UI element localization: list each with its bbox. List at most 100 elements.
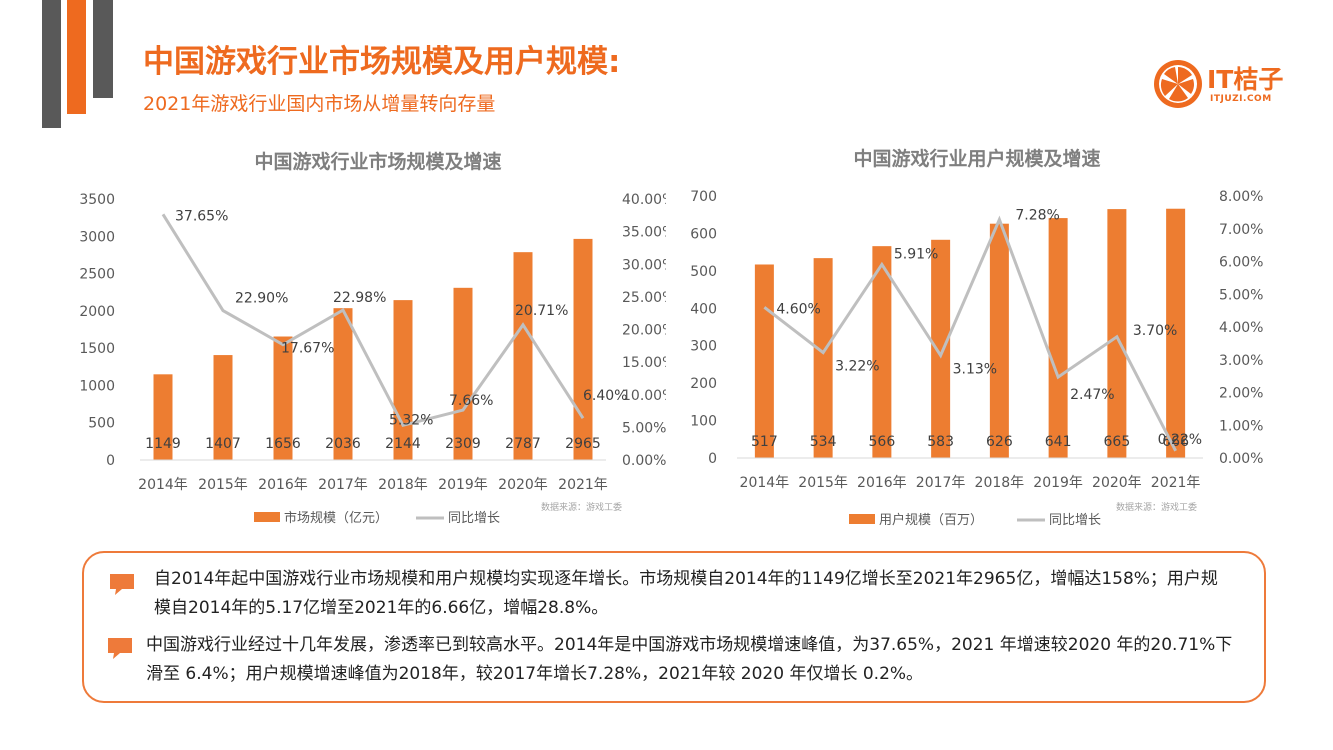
line-value-label: 20.71% — [515, 303, 568, 319]
legend-line-label: 同比增长 — [1049, 513, 1101, 528]
bar — [153, 374, 173, 460]
bar-value-label: 566 — [869, 434, 896, 450]
x-tick-label: 2020年 — [1092, 475, 1142, 491]
x-tick-label: 2014年 — [740, 475, 790, 491]
page-title: 中国游戏行业市场规模及用户规模: — [143, 44, 621, 80]
bar — [1048, 218, 1068, 458]
line-value-label: 22.98% — [333, 290, 386, 306]
y-tick-label: 700 — [690, 189, 717, 205]
bar — [333, 308, 353, 460]
line-value-label: 7.28% — [1015, 208, 1059, 224]
growth-line — [763, 215, 1177, 452]
legend-bar-swatch — [254, 512, 280, 522]
x-tick-label: 2015年 — [198, 477, 248, 493]
y2-tick-label: 5.00% — [622, 420, 666, 436]
page-subtitle: 2021年游戏行业国内市场从增量转向存量 — [143, 93, 496, 115]
y2-tick-label: 2.00% — [1219, 386, 1263, 402]
legend-line-label: 同比增长 — [448, 511, 500, 526]
x-tick-label: 2021年 — [1151, 475, 1201, 491]
line-value-label: 5.32% — [389, 412, 433, 428]
line-value-label: 37.65% — [175, 208, 228, 224]
y2-tick-label: 10.00% — [622, 388, 666, 404]
bar — [813, 258, 833, 458]
y-tick-label: 0 — [708, 451, 717, 467]
legend-bar-swatch — [849, 514, 875, 524]
logo-text: IT桔子 — [1207, 65, 1284, 94]
x-tick-label: 2019年 — [438, 477, 488, 493]
bar-value-label: 665 — [1104, 434, 1131, 450]
summary-box: 自2014年起中国游戏行业市场规模和用户规模均实现逐年增长。市场规模自2014年… — [82, 551, 1266, 703]
y-tick-label: 200 — [690, 376, 717, 392]
bar — [989, 223, 1009, 458]
x-tick-label: 2019年 — [1033, 475, 1083, 491]
bar-value-label: 517 — [751, 434, 778, 450]
y2-tick-label: 40.00% — [622, 192, 666, 208]
bar — [1166, 208, 1186, 458]
line-value-label: 7.66% — [449, 393, 493, 409]
deco-bar-dark-right — [93, 0, 113, 98]
y2-tick-label: 20.00% — [622, 323, 666, 339]
bar — [453, 287, 473, 460]
bar-value-label: 2965 — [565, 436, 601, 452]
y-tick-label: 400 — [690, 301, 717, 317]
line-value-label: 5.91% — [894, 246, 938, 262]
x-tick-label: 2017年 — [318, 477, 368, 493]
source-note: 数据来源：游戏工委 — [1116, 501, 1197, 513]
orange-slice-icon — [1154, 60, 1202, 108]
bar — [273, 336, 293, 460]
bar — [573, 238, 593, 460]
line-value-label: 3.13% — [953, 361, 997, 377]
x-tick-label: 2020年 — [498, 477, 548, 493]
y-tick-label: 100 — [690, 414, 717, 430]
y-tick-label: 300 — [690, 339, 717, 355]
y-tick-label: 1500 — [79, 341, 115, 357]
bar-value-label: 583 — [927, 434, 954, 450]
y-tick-label: 2000 — [79, 304, 115, 320]
bar-value-label: 1149 — [145, 436, 181, 452]
x-tick-label: 2017年 — [916, 475, 966, 491]
y2-tick-label: 0.00% — [1219, 451, 1263, 467]
legend: 市场规模（亿元） 同比增长 — [254, 510, 500, 526]
speech-bubble-icon — [110, 574, 134, 595]
bar-value-label: 2036 — [325, 436, 361, 452]
y2-tick-label: 5.00% — [1219, 287, 1263, 303]
y2-tick-label: 15.00% — [622, 355, 666, 371]
y2-tick-label: 7.00% — [1219, 222, 1263, 238]
line-value-label: 3.70% — [1133, 323, 1177, 339]
market-size-chart: 中国游戏行业市场规模及增速 0 500 1000 1500 2000 2500 3000 35… — [79, 150, 666, 526]
legend-bar-label: 市场规模（亿元） — [284, 510, 388, 526]
bar-value-label: 534 — [810, 434, 837, 450]
y2-tick-label: 8.00% — [1219, 189, 1263, 205]
y-tick-label: 3500 — [79, 192, 115, 208]
bar — [1107, 209, 1127, 458]
summary-note-1: 自2014年起中国游戏行业市场规模和用户规模均实现逐年增长。市场规模自2014年… — [154, 569, 1218, 618]
legend-bar-label: 用户规模（百万） — [879, 512, 983, 528]
bar — [393, 300, 413, 460]
x-tick-label: 2016年 — [857, 475, 907, 491]
y2-tick-label: 4.00% — [1219, 320, 1263, 336]
growth-line — [161, 213, 585, 428]
summary-note-2: 中国游戏行业经过十几年发展，渗透率已到较高水平。2014年是中国游戏市场规模增速… — [146, 635, 1233, 684]
chart-title: 中国游戏行业市场规模及增速 — [254, 150, 501, 173]
x-tick-label: 2014年 — [138, 477, 188, 493]
x-tick-label: 2016年 — [258, 477, 308, 493]
bar-value-label: 2787 — [505, 436, 541, 452]
bar-value-label: 626 — [986, 434, 1013, 450]
bar-value-label: 1407 — [205, 436, 241, 452]
y2-tick-label: 0.00% — [622, 453, 666, 469]
bar — [931, 239, 951, 458]
y-tick-label: 500 — [88, 416, 115, 432]
line-value-label: 6.40% — [583, 388, 627, 404]
y2-tick-label: 25.00% — [622, 290, 666, 306]
line-value-label: 2.47% — [1070, 387, 1114, 403]
deco-bar-dark-left — [42, 0, 61, 128]
bar-value-label: 2144 — [385, 436, 421, 452]
line-value-label: 17.67% — [281, 341, 334, 357]
x-tick-label: 2015年 — [798, 475, 848, 491]
y2-tick-label: 30.00% — [622, 257, 666, 273]
y-tick-label: 600 — [690, 226, 717, 242]
speech-bubble-icon — [108, 638, 132, 659]
y2-tick-label: 1.00% — [1219, 418, 1263, 434]
y2-tick-label: 3.00% — [1219, 353, 1263, 369]
bar — [213, 355, 233, 460]
